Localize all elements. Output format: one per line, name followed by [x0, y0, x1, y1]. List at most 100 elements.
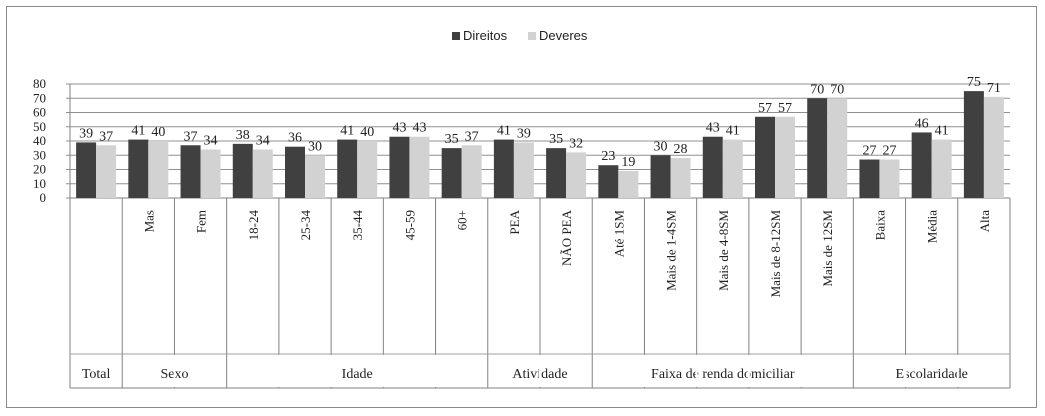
bar-deveres	[983, 96, 1004, 198]
data-label-deveres: 39	[517, 126, 531, 141]
bar-direitos	[598, 165, 619, 198]
category-label: 60+	[455, 210, 470, 230]
data-label-direitos: 41	[497, 124, 511, 139]
category-label: 35-44	[350, 210, 365, 241]
y-tick-label: 10	[33, 176, 46, 191]
data-label-deveres: 71	[987, 81, 1001, 96]
data-label-direitos: 41	[131, 124, 145, 139]
bar-direitos	[180, 145, 201, 198]
data-label-direitos: 38	[236, 128, 250, 143]
category-label: Mais de 12SM	[820, 210, 835, 287]
data-label-direitos: 75	[967, 75, 981, 90]
y-tick-label: 30	[33, 147, 46, 162]
bar-deveres	[566, 152, 587, 198]
data-label-deveres: 41	[726, 124, 740, 139]
data-label-direitos: 43	[706, 121, 720, 136]
legend-label-deveres: Deveres	[539, 28, 588, 43]
bar-direitos	[911, 132, 932, 198]
category-label: Fem	[194, 210, 209, 233]
data-label-deveres: 70	[830, 82, 844, 97]
category-label: 25-34	[298, 210, 313, 241]
legend-swatch-direitos	[452, 32, 460, 40]
data-label-direitos: 57	[758, 101, 772, 116]
data-label-deveres: 37	[99, 129, 113, 144]
category-label: Mais de 8-12SM	[768, 210, 783, 298]
group-label: Faixa de renda domiciliar	[651, 367, 795, 382]
bar-direitos	[859, 159, 880, 198]
data-label-deveres: 34	[256, 134, 270, 149]
y-tick-label: 50	[33, 119, 46, 134]
legend-swatch-deveres	[528, 32, 536, 40]
bar-direitos	[389, 136, 410, 198]
bar-deveres	[200, 149, 221, 198]
y-tick-label: 80	[33, 76, 46, 91]
category-label: NÃO PEA	[559, 209, 574, 266]
data-label-deveres: 19	[621, 155, 635, 170]
data-label-direitos: 36	[288, 131, 302, 146]
bar-direitos	[76, 142, 97, 198]
bar-deveres	[827, 98, 848, 198]
data-label-deveres: 27	[882, 144, 896, 159]
bar-direitos	[546, 148, 567, 198]
category-label: Até 1SM	[611, 210, 626, 258]
bar-direitos	[441, 148, 462, 198]
data-label-direitos: 70	[810, 82, 824, 97]
category-label: Mais de 1-4SM	[664, 210, 679, 291]
data-label-deveres: 43	[412, 121, 426, 136]
category-label: Mas	[141, 210, 156, 232]
data-label-deveres: 57	[778, 101, 792, 116]
data-label-deveres: 40	[151, 125, 165, 140]
data-label-deveres: 34	[204, 134, 218, 149]
category-label: Mais de 4-8SM	[716, 210, 731, 291]
data-label-deveres: 41	[935, 124, 949, 139]
y-tick-label: 20	[33, 162, 46, 177]
bar-deveres	[670, 158, 691, 198]
y-tick-label: 40	[33, 133, 46, 148]
data-label-direitos: 23	[601, 149, 615, 164]
category-label: PEA	[507, 209, 522, 234]
data-label-direitos: 35	[445, 132, 459, 147]
bar-deveres	[252, 149, 273, 198]
category-label: 18-24	[246, 210, 261, 241]
bar-direitos	[337, 139, 358, 198]
bar-direitos	[807, 98, 828, 198]
bar-deveres	[618, 170, 639, 198]
data-label-direitos: 46	[915, 116, 929, 131]
data-label-direitos: 30	[654, 139, 668, 154]
data-label-direitos: 43	[392, 121, 406, 136]
legend-label-direitos: Direitos	[463, 28, 508, 43]
bar-deveres	[357, 141, 378, 198]
bar-deveres	[409, 136, 430, 198]
bar-direitos	[702, 136, 723, 198]
data-label-deveres: 28	[674, 142, 688, 157]
bar-deveres	[879, 159, 900, 198]
data-label-direitos: 27	[862, 144, 876, 159]
bar-direitos	[755, 116, 775, 198]
y-tick-label: 0	[40, 190, 47, 205]
category-label: 45-59	[402, 210, 417, 240]
category-label: Média	[925, 210, 940, 243]
group-label: Idade	[342, 367, 373, 382]
data-label-direitos: 35	[549, 132, 563, 147]
group-label: Total	[82, 367, 111, 382]
bar-deveres	[722, 139, 743, 198]
bar-deveres	[775, 116, 795, 198]
bar-deveres	[96, 145, 117, 198]
bar-direitos	[128, 139, 149, 198]
bar-direitos	[232, 143, 253, 198]
data-label-deveres: 40	[360, 125, 374, 140]
data-label-direitos: 41	[340, 124, 354, 139]
bar-deveres	[461, 145, 482, 198]
data-label-direitos: 39	[79, 126, 93, 141]
bar-direitos	[285, 146, 305, 198]
data-label-deveres: 30	[308, 139, 322, 154]
chart-frame	[6, 6, 1037, 408]
bar-deveres	[931, 139, 952, 198]
data-label-deveres: 37	[465, 129, 479, 144]
bar-deveres	[305, 155, 325, 198]
y-tick-label: 70	[33, 90, 46, 105]
bar-direitos	[963, 91, 984, 198]
y-tick-label: 60	[33, 105, 46, 120]
group-label: Escolaridade	[896, 367, 968, 382]
data-label-direitos: 37	[184, 129, 198, 144]
